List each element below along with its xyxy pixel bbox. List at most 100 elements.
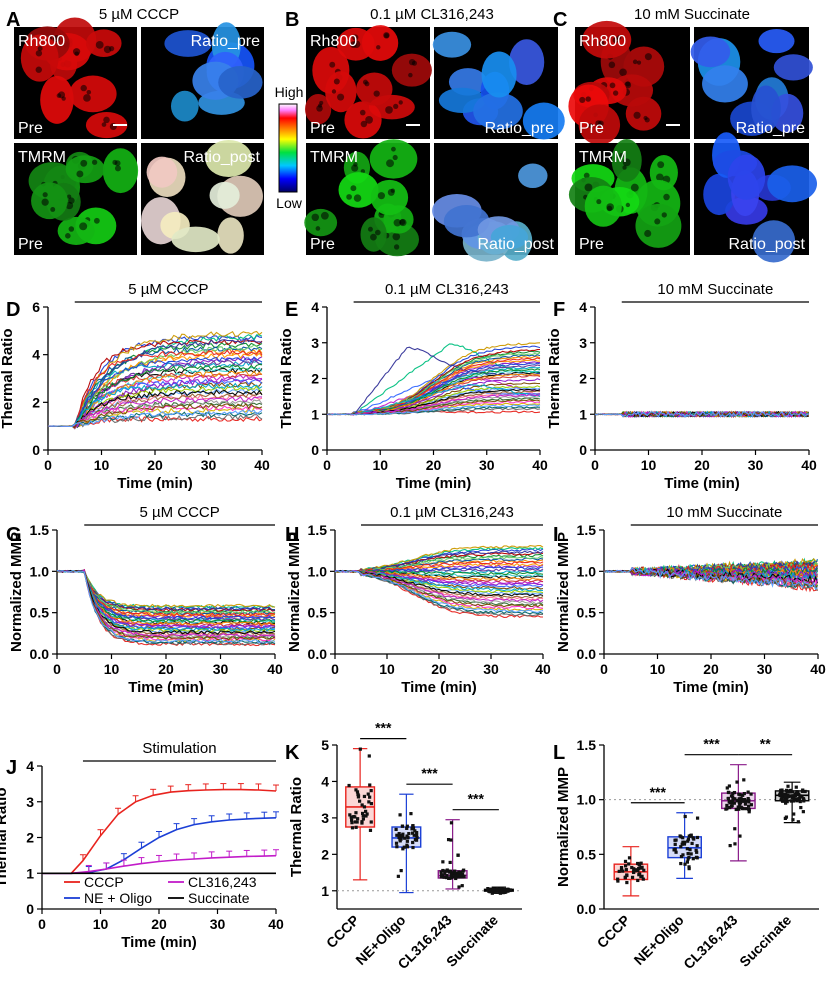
y-tick-label: 1.5: [30, 522, 50, 538]
data-point: [356, 795, 361, 799]
data-point: [784, 797, 788, 801]
x-tick-label: 40: [535, 661, 551, 677]
cell-vacuole: [612, 37, 619, 44]
data-point: [725, 786, 729, 790]
data-point: [741, 799, 745, 803]
cell: [582, 20, 632, 59]
image-tile: Ratio_post: [141, 139, 264, 255]
cell-vacuole: [108, 45, 115, 52]
x-tick-label: 20: [151, 916, 167, 932]
cell-vacuole: [53, 35, 60, 42]
trace-line: [334, 569, 544, 576]
data-point: [399, 834, 403, 838]
cell-vacuole: [630, 183, 639, 192]
x-tick-label: 40: [801, 457, 817, 473]
data-point: [790, 796, 794, 800]
data-point: [397, 832, 401, 836]
y-tick-label: 0: [311, 442, 319, 458]
data-point: [453, 869, 457, 873]
data-point: [792, 812, 796, 816]
cell-vacuole: [353, 162, 358, 167]
timepoint-label: Pre: [579, 120, 604, 137]
cell-vacuole: [37, 46, 43, 51]
panel-letter: E: [285, 299, 298, 321]
chart-panel-h: H 0.0 0.5 1.0 1.5 0 10 20 30 40 0.1 µM CL316,243 Ti…: [285, 504, 551, 696]
chart-panel-i: I 0.0 0.5 1.0 1.5 0 10 20 30 40 10 mM Succinate Tim…: [553, 504, 826, 696]
data-point: [369, 789, 373, 793]
data-point: [690, 841, 694, 846]
data-point: [415, 833, 419, 837]
cell: [325, 71, 357, 113]
data-point: [360, 811, 365, 816]
data-point: [352, 815, 356, 819]
significance-label: ***: [421, 765, 438, 781]
trace-line: [326, 342, 541, 416]
x-tick-label: 0: [323, 457, 331, 473]
trace-line: [47, 407, 263, 427]
cell-vacuole: [393, 244, 400, 250]
trace-line: [603, 569, 818, 588]
data-point: [749, 792, 753, 796]
y-axis-label: Normalized MMP: [555, 767, 572, 887]
cell-vacuole: [353, 194, 362, 202]
trace-line: [47, 377, 263, 427]
cell: [703, 173, 735, 216]
category-label: NE+Oligo: [631, 912, 687, 968]
trace-line: [334, 561, 544, 573]
cell-vacuole: [657, 161, 665, 169]
panel-letter: L: [553, 742, 565, 764]
data-point: [783, 794, 788, 799]
y-tick-label: 1: [311, 406, 319, 422]
image-tile: TMRM Pre: [14, 143, 139, 255]
x-tick-label: 10: [104, 661, 120, 677]
trace-line: [47, 399, 263, 427]
data-point: [366, 792, 370, 796]
data-point: [399, 837, 403, 841]
data-point: [630, 875, 635, 879]
data-point: [634, 868, 638, 872]
panel-letter: G: [6, 524, 22, 546]
data-point: [406, 836, 410, 840]
y-tick-label: 2: [579, 371, 587, 387]
data-point: [747, 798, 751, 802]
cell-vacuole: [408, 58, 416, 66]
series-line-ne-oligo: [42, 817, 277, 875]
cell-vacuole: [329, 61, 336, 68]
x-tick-label: 0: [53, 661, 61, 677]
data-point: [794, 785, 798, 789]
data-point: [686, 839, 690, 843]
x-axis-label: Time (min): [673, 679, 749, 696]
data-point: [415, 835, 419, 840]
panel-letter: K: [285, 742, 300, 764]
data-point: [398, 839, 402, 843]
x-tick-label: 0: [44, 457, 52, 473]
image-panel-a: A 5 µM CCCP Rh800 Pre Ratio_pre TMRM Pre Ratio_…: [6, 6, 264, 255]
cell: [171, 226, 220, 253]
y-tick-label: 0.0: [30, 646, 50, 662]
data-point: [679, 861, 683, 866]
cell-vacuole: [606, 203, 614, 211]
data-point: [453, 874, 457, 879]
data-point: [489, 887, 494, 891]
data-point: [407, 831, 411, 836]
cell-vacuole: [377, 192, 385, 200]
data-point: [409, 812, 413, 816]
trace-line: [603, 567, 818, 590]
data-point: [679, 845, 683, 849]
data-point: [692, 837, 696, 841]
data-point: [405, 843, 409, 847]
channel-label: TMRM: [579, 149, 627, 166]
category-label: Succinate: [736, 912, 794, 970]
data-point: [674, 838, 678, 842]
data-point: [686, 851, 690, 856]
data-point: [683, 840, 687, 844]
cell-vacuole: [311, 213, 319, 222]
trace-line: [56, 570, 276, 644]
data-point: [367, 754, 371, 758]
cell-vacuole: [317, 103, 323, 108]
cell-vacuole: [65, 233, 71, 239]
cell-vacuole: [315, 226, 321, 231]
x-axis-label: Time (min): [121, 934, 197, 951]
